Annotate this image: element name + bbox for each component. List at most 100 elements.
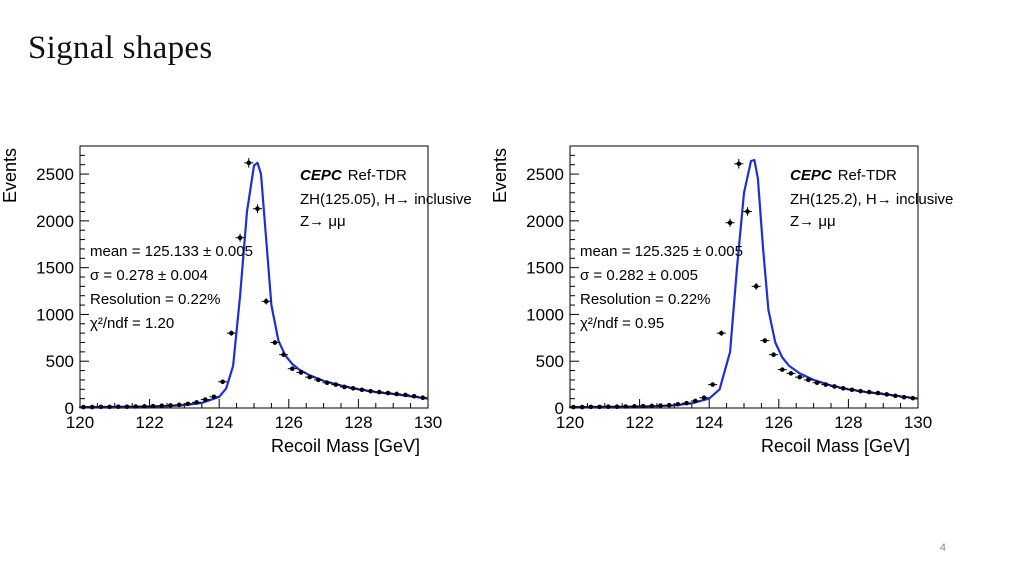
fit-stat-line: χ²/ndf = 0.95 <box>580 315 664 332</box>
data-marker <box>649 403 655 409</box>
data-marker <box>692 398 698 404</box>
y-tick-label: 2500 <box>36 165 74 184</box>
data-point <box>148 403 158 409</box>
data-point <box>647 403 657 409</box>
data-marker <box>289 366 295 371</box>
data-marker <box>571 404 576 410</box>
data-point <box>366 388 376 394</box>
y-tick-label: 2000 <box>526 212 564 231</box>
data-point <box>270 340 280 345</box>
data-marker <box>605 404 611 409</box>
data-point <box>568 404 578 410</box>
chart-svg: 120 122 124 126 128 130 0 500 1000 1500 2000 2500 Re… <box>0 145 472 456</box>
recoil-mass-plot-125-05: 120 122 124 126 128 130 0 500 1000 1500 2000 2500 Re… <box>0 128 482 468</box>
data-marker <box>614 404 620 409</box>
data-point <box>279 352 289 357</box>
x-tick-label: 124 <box>695 413 723 432</box>
data-point <box>847 387 857 393</box>
data-marker <box>893 393 898 399</box>
legend-brand: CEPC <box>300 167 343 184</box>
x-tick-label: 122 <box>135 413 163 432</box>
data-marker <box>632 404 637 409</box>
data-point <box>374 389 384 395</box>
data-point <box>751 282 761 290</box>
data-point <box>218 379 228 385</box>
data-point <box>105 404 115 410</box>
data-point <box>890 393 900 399</box>
data-marker <box>324 380 330 386</box>
data-point <box>908 395 918 401</box>
data-point <box>287 366 297 371</box>
y-axis-title: Events <box>0 148 20 203</box>
y-tick-label: 500 <box>536 352 564 371</box>
x-tick-label: 122 <box>625 413 653 432</box>
data-marker <box>133 404 138 409</box>
fit-stat-line: mean = 125.325 ± 0.005 <box>580 243 743 260</box>
data-point <box>122 404 132 409</box>
data-point <box>595 404 605 410</box>
data-point <box>400 392 410 398</box>
data-marker <box>727 220 733 226</box>
data-point <box>235 233 245 242</box>
x-tick-label: 120 <box>66 413 94 432</box>
data-marker <box>745 209 750 214</box>
data-point <box>586 404 596 410</box>
y-tick-label: 1000 <box>36 305 74 324</box>
data-marker <box>823 382 829 387</box>
data-marker <box>658 403 663 408</box>
data-point <box>313 377 323 383</box>
y-axis-title: Events <box>490 148 510 203</box>
data-point <box>183 401 193 407</box>
data-marker <box>202 397 208 402</box>
data-marker <box>420 395 426 401</box>
data-marker <box>849 387 855 393</box>
data-point <box>621 404 631 409</box>
data-marker <box>376 389 382 395</box>
data-marker <box>211 394 217 400</box>
data-marker <box>316 377 321 383</box>
data-marker <box>901 394 907 400</box>
y-tick-label: 2000 <box>36 212 74 231</box>
data-marker <box>81 404 86 410</box>
data-marker <box>255 206 260 211</box>
data-point <box>716 330 726 336</box>
data-marker <box>797 374 802 380</box>
data-marker <box>762 338 768 343</box>
data-marker <box>411 394 417 399</box>
x-tick-label: 130 <box>904 413 932 432</box>
data-marker <box>588 404 594 410</box>
page-number: 4 <box>939 542 946 554</box>
fit-stat-line: Resolution = 0.22% <box>90 291 221 308</box>
data-point <box>655 403 665 408</box>
data-point <box>708 382 718 387</box>
legend-tag: Ref-TDR <box>838 167 897 184</box>
data-marker <box>719 330 724 336</box>
data-point <box>664 402 674 408</box>
data-point <box>192 400 202 405</box>
data-marker <box>229 330 234 336</box>
data-point <box>795 374 805 380</box>
data-marker <box>394 391 399 397</box>
data-point <box>690 398 700 404</box>
data-point <box>882 392 892 397</box>
legend-experiment: CEPC Ref-TDR <box>790 167 897 184</box>
legend-decay: Z→ μμ <box>790 213 836 230</box>
data-point <box>252 204 262 214</box>
slide-title: Signal shapes <box>28 30 213 66</box>
data-point <box>829 384 839 389</box>
data-point <box>725 218 735 227</box>
data-point <box>305 374 315 380</box>
fit-stat-line: Resolution = 0.22% <box>580 291 711 308</box>
data-point <box>577 404 587 410</box>
data-point <box>87 404 97 410</box>
data-point <box>261 298 271 305</box>
data-point <box>682 400 692 406</box>
data-marker <box>814 380 820 386</box>
data-point <box>174 402 184 408</box>
data-point <box>769 352 779 357</box>
data-marker <box>368 388 373 394</box>
data-point <box>357 387 367 393</box>
data-marker <box>684 400 689 406</box>
legend-tag: Ref-TDR <box>348 167 407 184</box>
fit-stat-line: σ = 0.282 ± 0.005 <box>580 267 698 284</box>
